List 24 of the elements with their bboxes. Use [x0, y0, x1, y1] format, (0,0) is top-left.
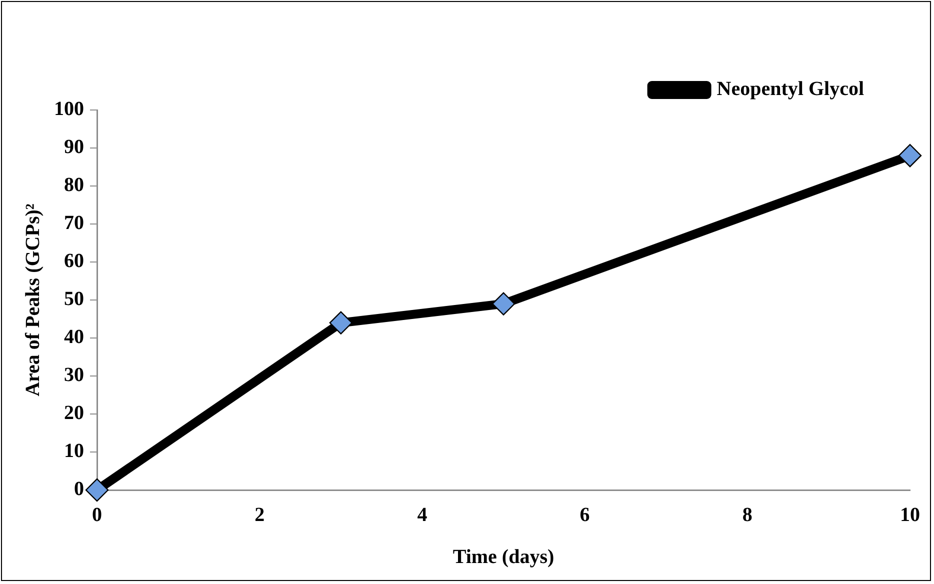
point	[898, 144, 922, 168]
y-tick-label: 20	[64, 402, 84, 424]
y-tick-label: 90	[64, 136, 84, 158]
y-tick-label: 100	[54, 98, 84, 120]
y-tick-label: 10	[64, 440, 84, 462]
x-tick-label: 6	[580, 504, 590, 526]
x-tick-label: 4	[417, 504, 428, 526]
y-tick-label: 70	[64, 212, 84, 234]
y-tick-label: 40	[64, 326, 84, 348]
y-tick-label: 0	[74, 478, 84, 500]
y-tick-label: 30	[64, 364, 84, 386]
x-tick-label: 10	[900, 504, 920, 526]
y-axis-title: Area of Peaks (GCPs)²	[22, 204, 44, 396]
point	[492, 292, 516, 316]
y-tick-label: 60	[64, 250, 84, 272]
y-tick-label: 50	[64, 288, 84, 310]
y-tick-label: 80	[64, 174, 84, 196]
point	[329, 311, 352, 334]
point	[85, 478, 109, 502]
x-axis-title: Time (days)	[452, 546, 554, 568]
x-tick-label: 2	[254, 504, 265, 526]
x-tick-label: 0	[92, 504, 102, 526]
x-tick-label: 8	[742, 504, 752, 526]
legend-label: Neopentyl Glycol	[716, 78, 864, 100]
